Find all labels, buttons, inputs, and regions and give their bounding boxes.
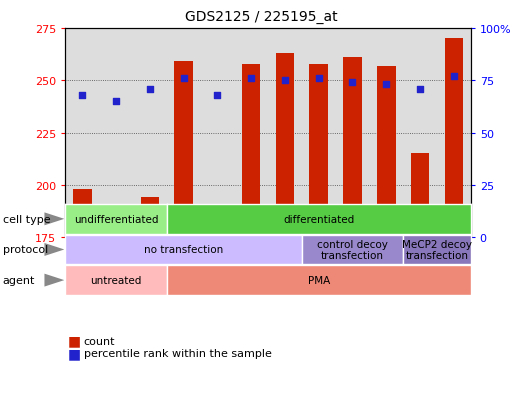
Point xyxy=(314,76,323,82)
Text: PMA: PMA xyxy=(308,275,330,285)
Bar xyxy=(445,39,463,237)
Bar xyxy=(411,154,429,237)
Text: protocol: protocol xyxy=(3,245,48,255)
Polygon shape xyxy=(44,274,64,287)
Point xyxy=(382,82,391,88)
Text: MeCP2 decoy
transfection: MeCP2 decoy transfection xyxy=(402,239,472,261)
Bar xyxy=(107,221,126,237)
Polygon shape xyxy=(44,243,64,256)
Text: control decoy
transfection: control decoy transfection xyxy=(317,239,388,261)
Bar xyxy=(242,64,260,237)
Polygon shape xyxy=(44,213,64,226)
Point xyxy=(213,93,222,99)
Point xyxy=(348,80,357,86)
Text: untreated: untreated xyxy=(90,275,142,285)
Point xyxy=(179,76,188,82)
Text: count: count xyxy=(84,336,115,346)
Point xyxy=(450,74,458,80)
Text: differentiated: differentiated xyxy=(283,214,354,224)
Point xyxy=(78,93,86,99)
Text: percentile rank within the sample: percentile rank within the sample xyxy=(84,348,271,358)
Bar xyxy=(141,198,159,237)
Text: agent: agent xyxy=(3,275,35,285)
Point xyxy=(247,76,255,82)
Point xyxy=(416,86,424,93)
Bar xyxy=(73,190,92,237)
Text: ■: ■ xyxy=(68,346,81,360)
Bar xyxy=(310,64,328,237)
Point xyxy=(281,78,289,84)
Point xyxy=(112,99,120,105)
Bar xyxy=(343,58,362,237)
Text: ■: ■ xyxy=(68,334,81,348)
Bar xyxy=(377,66,395,237)
Point xyxy=(145,86,154,93)
Bar xyxy=(174,62,193,237)
Text: cell type: cell type xyxy=(3,214,50,224)
Text: no transfection: no transfection xyxy=(144,245,223,255)
Bar xyxy=(276,54,294,237)
Bar xyxy=(208,204,226,237)
Text: GDS2125 / 225195_at: GDS2125 / 225195_at xyxy=(185,10,338,24)
Text: undifferentiated: undifferentiated xyxy=(74,214,158,224)
